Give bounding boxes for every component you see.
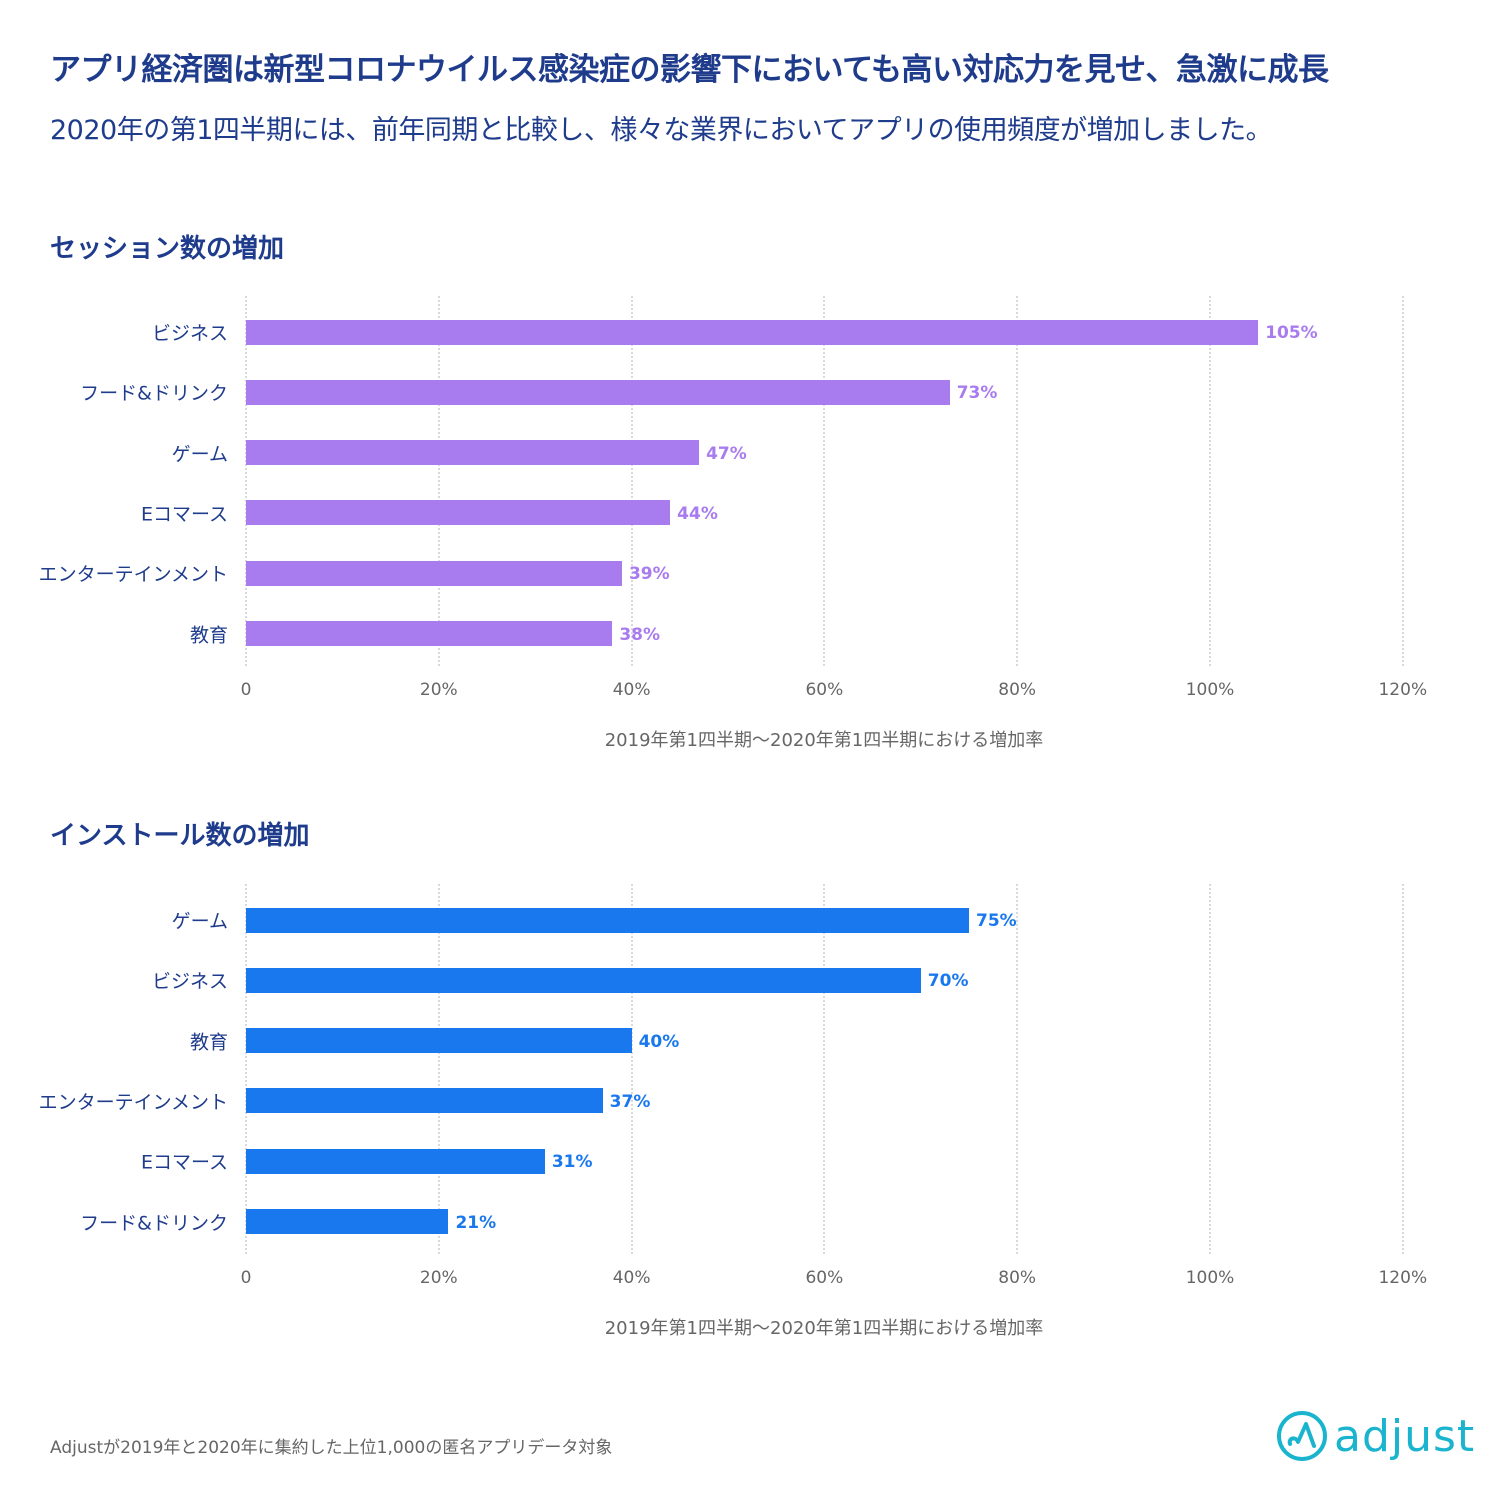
gridline <box>1209 296 1211 666</box>
category-label: ビジネス <box>151 970 228 993</box>
category-label: ビジネス <box>151 322 228 345</box>
value-label: 47% <box>706 443 747 464</box>
category-label: フード&ドリンク <box>80 1212 228 1234</box>
bar <box>246 1028 632 1054</box>
x-tick-label: 60% <box>805 680 844 700</box>
value-label: 39% <box>628 564 670 585</box>
x-tick-label: 80% <box>998 680 1037 700</box>
gridline <box>437 884 440 1254</box>
bar <box>246 440 700 466</box>
category-label: 教育 <box>189 1031 228 1054</box>
bar <box>246 560 622 586</box>
value-label: 73% <box>956 383 998 404</box>
bar <box>246 500 671 526</box>
bar <box>246 379 950 405</box>
value-label: 105% <box>1265 323 1318 343</box>
install-chart-title: インストール数の増加 <box>50 821 310 851</box>
x-tick-label: 100% <box>1185 680 1235 700</box>
gridline <box>1016 296 1019 666</box>
x-tick-label: 120% <box>1378 1268 1428 1288</box>
value-label: 75% <box>976 911 1017 931</box>
gridline <box>245 884 247 1254</box>
install-chart: 0 20% 40% 60% 80% 100% 120% ゲーム 75% ビジネス 70% 教育 40% エ… <box>0 884 1500 1354</box>
x-tick-label: 80% <box>998 1268 1037 1288</box>
gridline <box>245 296 247 666</box>
category-label: 教育 <box>189 624 228 646</box>
gridline <box>630 884 633 1254</box>
category-label: Eコマース <box>140 1151 228 1174</box>
category-label: Eコマース <box>140 503 228 526</box>
value-label: 37% <box>609 1091 651 1112</box>
x-tick-label: 120% <box>1378 680 1428 700</box>
gridline <box>1401 884 1404 1254</box>
x-tick-label: 0 <box>240 680 252 700</box>
bar <box>246 1088 603 1114</box>
x-tick-label: 40% <box>612 1268 651 1288</box>
value-label: 31% <box>551 1152 593 1173</box>
category-label: フード&ドリンク <box>80 382 228 405</box>
value-label: 40% <box>638 1031 680 1052</box>
bar <box>246 1148 545 1174</box>
category-label: エンターテインメント <box>38 563 228 586</box>
bar <box>246 621 613 646</box>
x-tick-label: 20% <box>419 680 458 700</box>
adjust-logo: adjust <box>1276 1410 1475 1462</box>
bar <box>246 967 921 993</box>
value-label: 70% <box>927 971 969 992</box>
bar <box>246 907 969 933</box>
category-label: エンターテインメント <box>38 1091 228 1114</box>
session-chart: 0 20% 40% 60% 80% 100% 120% ビジネス 105% フード&ドリンク 73%… <box>0 296 1500 766</box>
bar <box>246 319 1259 345</box>
category-label: ゲーム <box>171 910 228 933</box>
gridline <box>823 296 826 666</box>
x-tick-label: 0 <box>240 1268 252 1288</box>
value-label: 38% <box>619 624 661 645</box>
value-label: 21% <box>455 1212 497 1233</box>
x-tick-label: 40% <box>612 680 651 700</box>
category-label: ゲーム <box>171 443 228 466</box>
adjust-logo-icon <box>1277 1411 1327 1461</box>
value-label: 44% <box>677 503 718 524</box>
x-axis-title: 2019年第1四半期〜2020年第1四半期における増加率 <box>604 730 1044 751</box>
session-chart-title: セッション数の増加 <box>50 234 285 264</box>
gridline <box>437 296 440 666</box>
x-tick-label: 100% <box>1185 1268 1235 1288</box>
gridline <box>823 884 826 1254</box>
gridline <box>1209 884 1211 1254</box>
footer-note: Adjustが2019年と2020年に集約した上位1,000の匿名アプリデータ対… <box>50 1438 613 1458</box>
x-tick-label: 60% <box>805 1268 844 1288</box>
gridline <box>630 296 633 666</box>
x-axis-title: 2019年第1四半期〜2020年第1四半期における増加率 <box>604 1318 1044 1339</box>
gridline <box>1016 884 1019 1254</box>
page-title: アプリ経済圏は新型コロナウイルス感染症の影響下においても高い対応力を見せ、急激に… <box>50 52 1329 88</box>
adjust-logo-text: adjust <box>1334 1410 1476 1462</box>
page-subtitle: 2020年の第1四半期には、前年同期と比較し、様々な業界においてアプリの使用頻度… <box>50 115 1273 146</box>
x-tick-label: 20% <box>419 1268 458 1288</box>
bar <box>246 1209 449 1234</box>
gridline <box>1401 296 1404 666</box>
